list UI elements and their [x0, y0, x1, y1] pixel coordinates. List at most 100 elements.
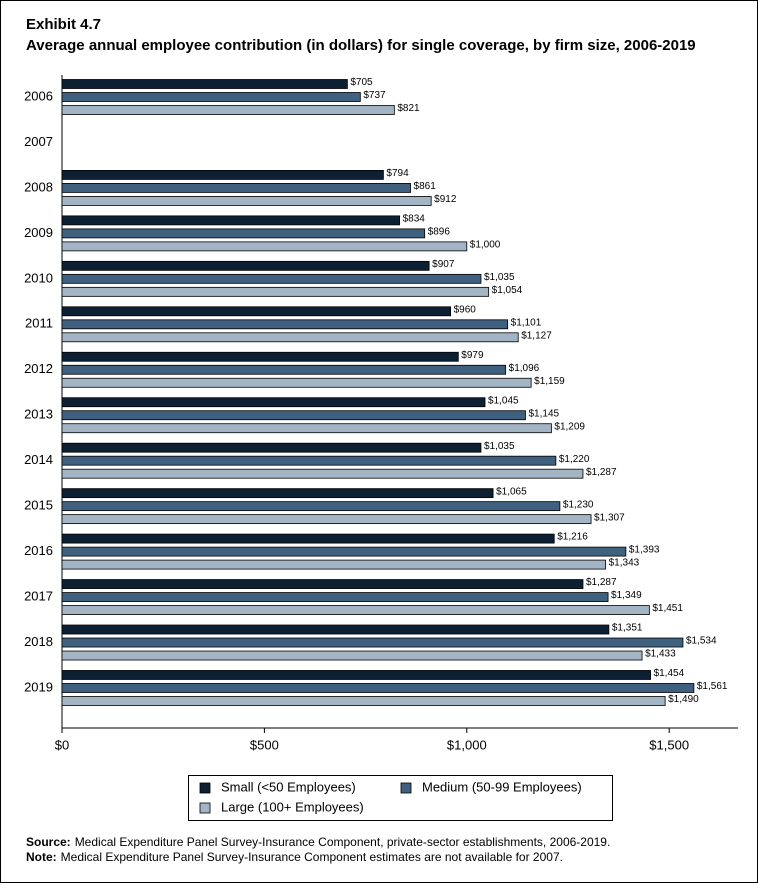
chart-subtitle: Average annual employee contribution (in… — [26, 37, 696, 54]
bar — [61, 637, 684, 648]
value-label: $1,209 — [554, 421, 585, 432]
x-tick-label: $500 — [250, 737, 279, 752]
value-label: $1,159 — [534, 376, 565, 387]
x-tick-label: $0 — [55, 737, 69, 752]
value-label: $834 — [403, 214, 426, 225]
value-label: $1,035 — [484, 272, 515, 283]
value-label: $1,351 — [612, 623, 643, 634]
bar — [61, 260, 430, 271]
bar — [61, 605, 650, 615]
footnote: Note: Medical Expenditure Panel Survey-In… — [26, 850, 563, 864]
value-label: $912 — [434, 194, 457, 205]
chart-title: Exhibit 4.7 — [26, 16, 101, 33]
bar — [61, 183, 411, 193]
value-label: $960 — [454, 304, 477, 315]
footnote: Source: Medical Expenditure Panel Survey-… — [26, 835, 610, 849]
value-label: $1,393 — [629, 545, 660, 556]
legend-label: Large (100+ Employees) — [221, 799, 364, 814]
value-label: $1,287 — [586, 467, 617, 478]
footnote-label: Source: — [26, 835, 71, 849]
value-label: $1,230 — [563, 499, 594, 510]
y-tick-label: 2011 — [25, 316, 53, 331]
value-label: $1,534 — [686, 636, 717, 647]
value-label: $979 — [461, 350, 484, 361]
bar — [61, 696, 666, 706]
value-label: $861 — [414, 181, 437, 192]
value-label: $1,349 — [611, 590, 642, 601]
legend-swatch — [199, 802, 211, 814]
value-label: $737 — [363, 90, 386, 101]
bar — [61, 546, 627, 557]
bar — [61, 170, 384, 180]
value-label: $1,127 — [521, 330, 552, 341]
bar — [61, 455, 557, 466]
y-tick-label: 2008 — [24, 179, 53, 194]
bar — [61, 377, 532, 388]
bar — [61, 579, 584, 589]
value-label: $1,096 — [509, 363, 540, 374]
legend-swatch — [400, 782, 412, 794]
value-label: $1,561 — [697, 681, 728, 692]
value-label: $1,045 — [488, 395, 519, 406]
bar — [61, 92, 361, 102]
bar — [61, 533, 555, 544]
bar — [61, 286, 490, 297]
bar — [61, 332, 519, 343]
y-tick-label: 2017 — [24, 588, 53, 603]
y-tick-label: 2009 — [24, 225, 53, 240]
value-label: $821 — [397, 103, 420, 114]
value-label: $1,220 — [559, 454, 590, 465]
bar — [61, 670, 651, 680]
y-tick-label: 2013 — [24, 407, 53, 422]
y-tick-label: 2010 — [24, 270, 53, 285]
bar — [61, 683, 695, 693]
footnote-text: Medical Expenditure Panel Survey-Insuran… — [61, 850, 563, 864]
value-label: $1,054 — [492, 285, 523, 296]
bar — [61, 306, 451, 317]
legend-label: Medium (50-99 Employees) — [422, 779, 582, 794]
bar — [61, 273, 482, 284]
value-label: $896 — [428, 227, 451, 238]
bar — [61, 559, 607, 570]
bar — [61, 196, 432, 206]
value-label: $1,216 — [557, 532, 588, 543]
y-tick-label: 2019 — [24, 679, 53, 694]
footnote-text: Medical Expenditure Panel Survey-Insuran… — [75, 835, 611, 849]
bar — [61, 488, 494, 499]
value-label: $1,433 — [645, 649, 676, 660]
bar — [61, 228, 426, 239]
legend-box — [188, 775, 613, 821]
bar — [61, 592, 609, 602]
value-label: $1,490 — [668, 694, 699, 705]
legend-label: Small (<50 Employees) — [221, 779, 356, 794]
value-label: $1,145 — [528, 408, 559, 419]
bar — [61, 514, 592, 525]
y-tick-label: 2006 — [24, 88, 53, 103]
value-label: $1,287 — [586, 577, 617, 588]
bar — [61, 410, 526, 421]
y-tick-label: 2015 — [24, 498, 53, 513]
bar — [61, 79, 348, 89]
bar — [61, 351, 459, 362]
value-label: $705 — [350, 77, 373, 88]
bar — [61, 468, 584, 479]
value-label: $1,454 — [654, 668, 685, 679]
bar — [61, 442, 482, 453]
footnote-label: Note: — [26, 850, 57, 864]
y-tick-label: 2012 — [24, 361, 53, 376]
x-tick-label: $1,000 — [447, 737, 487, 752]
bar — [61, 105, 395, 115]
bar — [61, 423, 552, 434]
value-label: $794 — [386, 168, 409, 179]
value-label: $907 — [432, 259, 455, 270]
bar — [61, 241, 468, 252]
bar — [61, 215, 400, 226]
y-tick-label: 2007 — [24, 134, 53, 149]
bar — [61, 364, 507, 375]
y-tick-label: 2014 — [24, 452, 53, 467]
x-tick-label: $1,500 — [649, 737, 689, 752]
value-label: $1,101 — [511, 317, 542, 328]
value-label: $1,343 — [609, 558, 640, 569]
